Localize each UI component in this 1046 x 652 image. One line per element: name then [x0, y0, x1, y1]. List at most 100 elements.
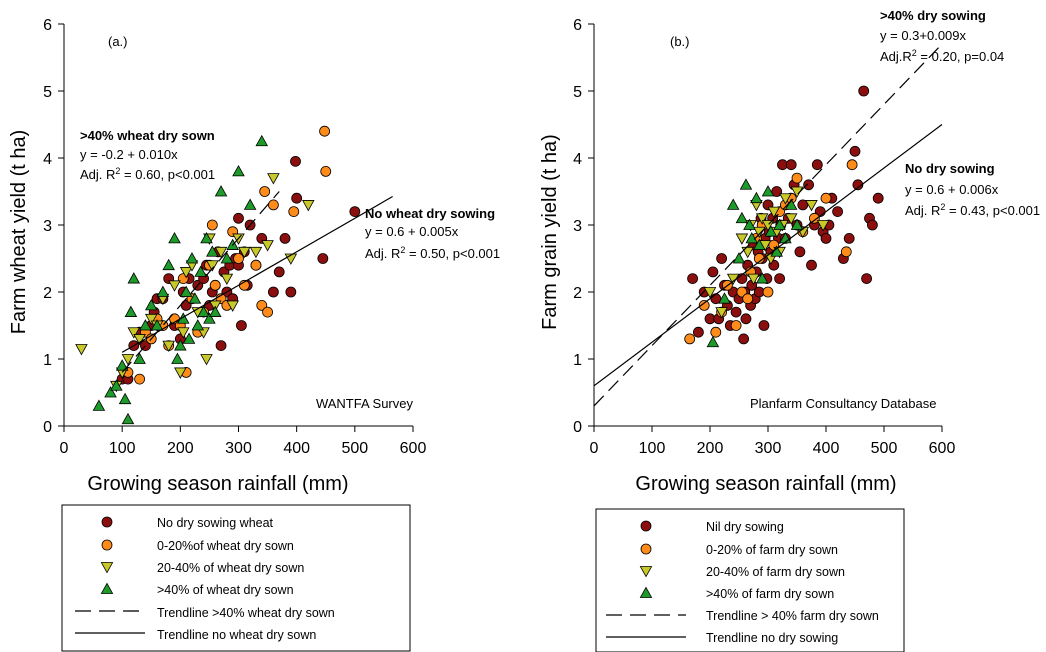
panel-a-data-point — [118, 392, 132, 405]
panel-b-data-point — [791, 172, 803, 184]
panel-b-trendline-solid — [593, 124, 943, 387]
panel-a-data-point — [267, 199, 279, 211]
panel-a-data-point — [176, 327, 190, 339]
panel-a-data-point — [203, 312, 216, 324]
panel-a-data-point — [110, 379, 123, 391]
panel-a-data-point — [139, 319, 152, 331]
panel-a-data-point — [121, 354, 135, 366]
panel-b-data-point — [715, 307, 728, 319]
panel-b-data-point — [832, 206, 843, 218]
panel-a-data-point — [156, 285, 170, 297]
panel-a-data-point — [220, 273, 234, 286]
panel-a-data-point — [250, 259, 262, 271]
panel-a-data-point — [127, 327, 141, 339]
panel-a-x-tick-label: 100 — [109, 440, 136, 457]
panel-a-data-point — [144, 313, 158, 326]
panel-b-data-point — [740, 313, 752, 325]
panel-a-trendline-solid — [121, 196, 393, 353]
panel-a-data-point — [134, 373, 146, 385]
panel-b-data-point — [710, 326, 722, 338]
panel-a-data-point — [215, 340, 227, 352]
panel-b-annotation-nodry-title: No dry sowing — [905, 161, 995, 176]
panel-a-data-point — [302, 200, 315, 212]
panel-b-data-point — [738, 333, 750, 345]
panel-b-data-point — [764, 225, 778, 237]
panel-a-data-point — [200, 231, 213, 244]
panel-a-trendline-dashed — [121, 191, 280, 373]
panel-b-data-point — [718, 292, 731, 304]
panel-b-data-point — [761, 185, 775, 197]
panel-a-data-point — [150, 319, 164, 331]
panel-a-data-point — [179, 285, 193, 297]
panel-b-data-point — [755, 272, 769, 284]
panel-b-data-point — [794, 246, 806, 258]
panel-b-y-tick-label: 2 — [573, 285, 582, 302]
panel-a-data-point — [104, 386, 117, 398]
panel-b-data-point — [747, 273, 760, 286]
panel-a-legend-symbol — [100, 562, 114, 574]
panel-a-series-0 — [116, 155, 361, 385]
panel-b-data-point — [872, 192, 884, 204]
panel-b-data-point — [732, 252, 746, 264]
panel-a-annotation-nodry-equation: y = 0.6 + 0.005x — [365, 224, 459, 239]
panel-b-legend-symbol — [640, 520, 652, 532]
panel-b-data-point — [742, 293, 754, 305]
panel-b-x-tick-label: 500 — [871, 440, 898, 457]
panel-a-data-point — [206, 219, 218, 231]
panel-a-data-point — [214, 185, 228, 197]
panel-a-data-point — [179, 267, 193, 279]
panel-a-x-tick-label: 500 — [341, 440, 368, 457]
panel-a-data-point — [208, 305, 222, 317]
panel-a-y-tick-label: 0 — [43, 419, 52, 436]
panel-a-legend-symbol — [101, 516, 113, 528]
panel-a-data-point — [255, 134, 269, 147]
panel-b-label: (b.) — [670, 34, 690, 49]
panel-b-data-point — [743, 218, 756, 230]
panel-a-data-point — [200, 354, 213, 366]
panel-a-data-point — [236, 320, 247, 331]
panel-a-data-point — [92, 399, 106, 411]
panel-a-data-point — [194, 265, 207, 277]
panel-b-data-point — [753, 226, 766, 239]
panel-b-y-tick-label: 0 — [573, 419, 582, 436]
panel-b-x-tick-label: 100 — [639, 440, 666, 457]
panel-b-legend: Nil dry sowing 0-20% of farm dry sown 20… — [595, 508, 905, 652]
panel-b-data-point — [687, 273, 698, 285]
panel-b-data-point — [861, 273, 872, 285]
panel-b-legend-symbol — [639, 586, 653, 598]
panel-b-data-point — [750, 191, 763, 204]
panel-a-x-axis-label: Growing season rainfall (mm) — [87, 473, 348, 495]
panel-a-data-point — [288, 206, 300, 218]
panel-b-data-point — [771, 186, 783, 197]
panel-a-x-tick-label: 300 — [225, 440, 252, 457]
panel-b-data-point — [790, 218, 804, 230]
panel-a-data-point — [191, 319, 205, 331]
panel-a-label: (a.) — [108, 34, 128, 49]
panel-a-x-tick-label: 400 — [283, 440, 310, 457]
legend-b-label-2: 20-40% of farm dry sown — [706, 565, 845, 579]
panel-b-source-label: Planfarm Consultancy Database — [750, 396, 936, 411]
panel-a-data-point — [115, 359, 129, 371]
panel-b-data-point — [816, 220, 830, 232]
panel-a-data-point — [267, 173, 280, 185]
panel-b-data-point — [858, 85, 870, 97]
panel-a-data-point — [124, 305, 138, 317]
panel-a-data-point — [75, 344, 88, 356]
panel-b-data-point — [726, 198, 740, 210]
panel-a-data-point — [279, 232, 291, 244]
panel-a-data-point — [162, 340, 175, 353]
chart-marks: 0 100 200 300 400 500 600 0 1 2 3 4 5 6 0 100 200 300 400 5… — [43, 17, 955, 638]
panel-a-data-point — [182, 332, 196, 344]
panel-a-annotation-dry-equation: y = -0.2 + 0.010x — [80, 147, 178, 162]
panel-b-data-point — [806, 259, 817, 271]
panel-a-data-point — [233, 253, 244, 264]
panel-b-series-0 — [687, 85, 884, 345]
panel-a-data-point — [168, 280, 181, 292]
panel-a-y-tick-label: 3 — [43, 218, 52, 235]
panel-b-annotation-nodry-stats: Adj. R2 = 0.43, p<0.001 — [905, 202, 1040, 218]
panel-a-data-point — [267, 286, 279, 298]
panel-a-data-point — [127, 272, 141, 284]
panel-b-data-point — [852, 179, 864, 191]
panel-b-y-tick-label: 5 — [573, 84, 582, 101]
